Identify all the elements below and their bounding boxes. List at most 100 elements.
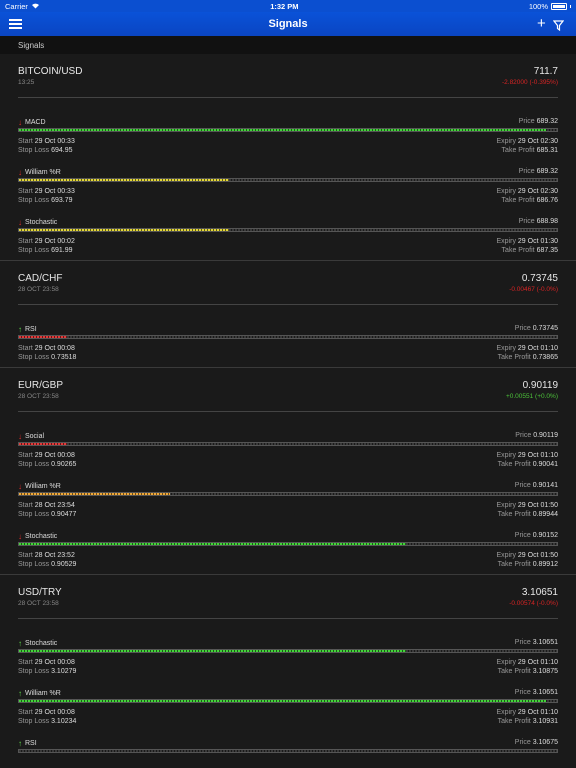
stop-loss-label: Stop Loss bbox=[18, 247, 50, 254]
signal-row[interactable]: ↓ MACD Price 689.32 Start 29 Oct 00:33 Stop … bbox=[18, 110, 558, 160]
pair-header[interactable]: BITCOIN/USD 13:25 711.7 -2.82000 (-0.395%) bbox=[18, 54, 558, 98]
start-label: Start bbox=[18, 188, 33, 195]
take-profit-line: Take Profit 0.73865 bbox=[498, 354, 558, 361]
expiry-label: Expiry bbox=[496, 138, 516, 145]
pair-time: 28 OCT 23:58 bbox=[18, 286, 59, 293]
arrow-up-icon: ↑ bbox=[18, 739, 22, 748]
progress-fill bbox=[19, 650, 407, 652]
stop-loss-line: Stop Loss 0.73518 bbox=[18, 354, 76, 361]
price-label: Price bbox=[514, 532, 531, 539]
signal-name: ↓ William %R bbox=[18, 482, 61, 491]
take-profit-line: Take Profit 0.90041 bbox=[498, 461, 558, 468]
signal-row[interactable]: ↑ Stochastic Price 3.10651 Start 29 Oct 00:… bbox=[18, 631, 558, 681]
signal-name: ↑ Stochastic bbox=[18, 640, 57, 648]
pair-name: EUR/GBP bbox=[18, 380, 64, 391]
signal-price: Price 0.90141 bbox=[515, 482, 558, 489]
signal-row[interactable]: ↓ William %R Price 689.32 Start 29 Oct 00:3… bbox=[18, 160, 558, 210]
take-profit-value: 0.89912 bbox=[532, 561, 558, 568]
signal-name: ↓ William %R bbox=[18, 169, 61, 177]
take-profit-label: Take Profit bbox=[501, 247, 535, 254]
arrow-up-icon: ↑ bbox=[18, 325, 22, 334]
nav-bar: Signals + bbox=[0, 12, 576, 36]
expiry-value: 29 Oct 01:50 bbox=[517, 502, 558, 509]
price-label: Price bbox=[514, 739, 531, 746]
start-label: Start bbox=[18, 138, 33, 145]
arrow-down-icon: ↓ bbox=[18, 432, 22, 441]
pair-header[interactable]: CAD/CHF 28 OCT 23:58 0.73745 -0.00467 (-0.0… bbox=[18, 261, 558, 305]
progress-bar bbox=[18, 749, 558, 753]
pair-price: 711.7 bbox=[533, 66, 558, 77]
expiry-value: 29 Oct 02:30 bbox=[517, 188, 558, 195]
expiry-value: 29 Oct 01:10 bbox=[517, 452, 558, 459]
start-label: Start bbox=[18, 502, 33, 509]
start-label: Start bbox=[18, 452, 33, 459]
signal-row[interactable]: ↓ William %R Price 0.90141 Start 28 Oct 23:… bbox=[18, 474, 558, 524]
pair-name: USD/TRY bbox=[18, 587, 62, 598]
start-line: Start 29 Oct 00:08 bbox=[18, 452, 75, 459]
status-time: 1:32 PM bbox=[270, 1, 299, 11]
expiry-line: Expiry 29 Oct 01:10 bbox=[497, 452, 559, 459]
progress-fill bbox=[19, 229, 229, 231]
start-line: Start 29 Oct 00:02 bbox=[18, 238, 75, 245]
menu-icon[interactable] bbox=[9, 19, 22, 29]
expiry-line: Expiry 29 Oct 01:30 bbox=[497, 238, 559, 245]
pair-card[interactable]: USD/TRY 28 OCT 23:58 3.10651 -0.00574 (-0.0… bbox=[0, 575, 576, 768]
progress-fill bbox=[19, 336, 68, 338]
progress-bar bbox=[18, 335, 558, 339]
start-value: 28 Oct 23:54 bbox=[34, 502, 75, 509]
expiry-label: Expiry bbox=[496, 452, 516, 459]
progress-bar bbox=[18, 699, 558, 703]
pair-change: -2.82000 (-0.395%) bbox=[501, 79, 558, 86]
progress-fill bbox=[19, 493, 170, 495]
pair-card[interactable]: EUR/GBP 28 OCT 23:58 0.90119 +0.00551 (+0.0… bbox=[0, 368, 576, 575]
battery-percent: 100% bbox=[528, 1, 548, 11]
start-value: 29 Oct 00:02 bbox=[34, 238, 75, 245]
pair-card[interactable]: BITCOIN/USD 13:25 711.7 -2.82000 (-0.395%) ↓… bbox=[0, 54, 576, 261]
add-icon[interactable]: + bbox=[537, 15, 546, 32]
start-line: Start 28 Oct 23:54 bbox=[18, 502, 75, 509]
expiry-label: Expiry bbox=[496, 709, 516, 716]
signal-name: ↑ RSI bbox=[18, 739, 37, 748]
take-profit-value: 3.10875 bbox=[532, 668, 558, 675]
expiry-label: Expiry bbox=[496, 552, 516, 559]
pair-header[interactable]: USD/TRY 28 OCT 23:58 3.10651 -0.00574 (-0.0… bbox=[18, 575, 558, 619]
stop-loss-line: Stop Loss 3.10279 bbox=[18, 668, 76, 675]
stop-loss-line: Stop Loss 691.99 bbox=[18, 247, 73, 254]
progress-fill bbox=[19, 700, 547, 702]
start-value: 29 Oct 00:08 bbox=[34, 345, 75, 352]
take-profit-line: Take Profit 3.10875 bbox=[498, 668, 558, 675]
filter-icon[interactable] bbox=[552, 18, 565, 36]
price-label: Price bbox=[514, 639, 531, 646]
take-profit-label: Take Profit bbox=[497, 668, 531, 675]
signal-price: Price 0.73745 bbox=[515, 325, 558, 332]
signal-price: Price 688.98 bbox=[519, 218, 558, 225]
stop-loss-value: 691.99 bbox=[51, 247, 73, 254]
battery-tip bbox=[570, 4, 571, 8]
signal-price: Price 3.10675 bbox=[515, 739, 558, 746]
signal-row[interactable]: ↑ RSI Price 3.10675 bbox=[18, 731, 558, 768]
signal-label: William %R bbox=[25, 690, 61, 697]
progress-bar bbox=[18, 542, 558, 546]
take-profit-label: Take Profit bbox=[497, 354, 531, 361]
signal-row[interactable]: ↓ Stochastic Price 688.98 Start 29 Oct 00:0… bbox=[18, 210, 558, 260]
signal-name: ↓ Stochastic bbox=[18, 533, 57, 541]
take-profit-label: Take Profit bbox=[497, 718, 531, 725]
status-bar: Carrier 1:32 PM 100% bbox=[0, 0, 576, 12]
signal-row[interactable]: ↑ William %R Price 3.10651 Start 29 Oct 00:… bbox=[18, 681, 558, 731]
battery-icon bbox=[551, 2, 567, 10]
signal-price: Price 0.90119 bbox=[515, 432, 558, 439]
stop-loss-line: Stop Loss 3.10234 bbox=[18, 718, 76, 725]
signal-price: Price 689.32 bbox=[519, 168, 558, 175]
take-profit-label: Take Profit bbox=[497, 461, 531, 468]
pair-card[interactable]: CAD/CHF 28 OCT 23:58 0.73745 -0.00467 (-0.0… bbox=[0, 261, 576, 368]
arrow-down-icon: ↓ bbox=[18, 482, 22, 491]
take-profit-label: Take Profit bbox=[501, 197, 535, 204]
signal-row[interactable]: ↓ Social Price 0.90119 Start 29 Oct 00:08 St… bbox=[18, 424, 558, 474]
expiry-value: 29 Oct 01:10 bbox=[517, 345, 558, 352]
price-label: Price bbox=[515, 432, 532, 439]
signal-row[interactable]: ↑ RSI Price 0.73745 Start 29 Oct 00:08 Stop … bbox=[18, 317, 558, 367]
signal-row[interactable]: ↓ Stochastic Price 0.90152 Start 28 Oct 23:… bbox=[18, 524, 558, 574]
stop-loss-value: 3.10279 bbox=[51, 668, 77, 675]
pair-header[interactable]: EUR/GBP 28 OCT 23:58 0.90119 +0.00551 (+0.0… bbox=[18, 368, 558, 412]
price-value: 0.90152 bbox=[532, 532, 558, 539]
